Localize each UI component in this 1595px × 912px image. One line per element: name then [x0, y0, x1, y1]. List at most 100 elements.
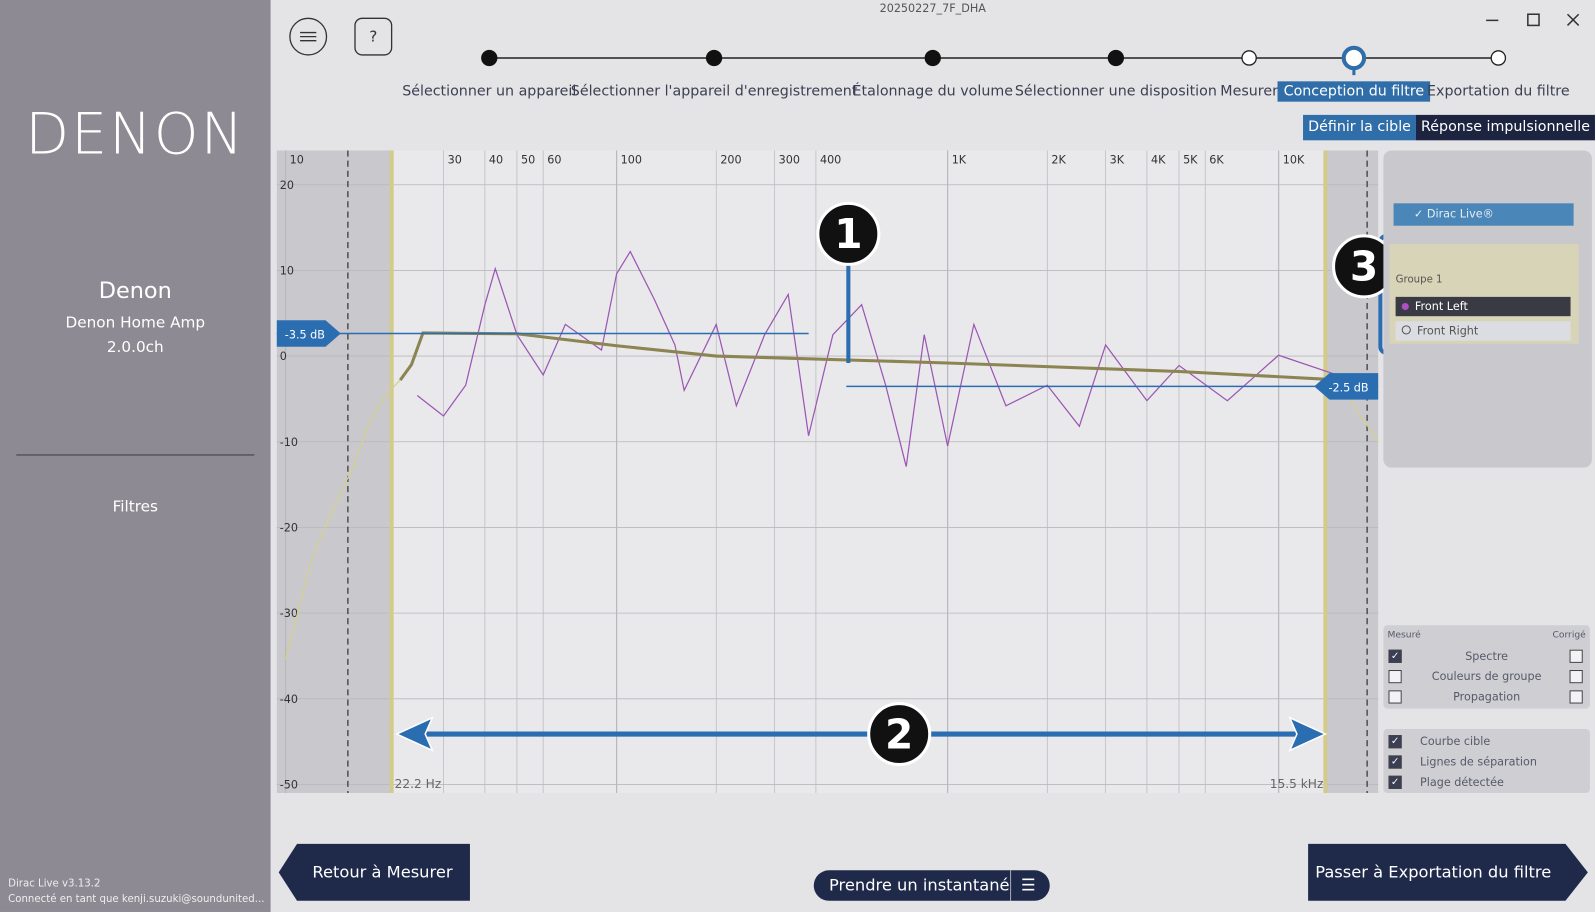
x-tick-label: 6K	[1209, 154, 1224, 167]
menu-button[interactable]	[289, 17, 328, 56]
snapshot-list-icon[interactable]: ☰	[1009, 870, 1036, 901]
channel-row[interactable]: Front Left	[1395, 296, 1571, 317]
x-tick-label: 30	[448, 154, 462, 167]
snapshot-label: Prendre un instantané	[829, 875, 1010, 895]
option-label: Propagation	[1453, 690, 1521, 704]
gain-label: -2.5 dB	[1328, 381, 1368, 394]
help-button[interactable]	[354, 17, 393, 56]
x-tick-label: 5K	[1183, 154, 1198, 167]
step-dot[interactable]	[481, 49, 498, 67]
x-tick-label: 10K	[1283, 154, 1305, 167]
checkbox[interactable]: ✓	[1388, 775, 1402, 789]
channel-name: Front Right	[1416, 324, 1479, 338]
step-label[interactable]: Sélectionner un appareil	[402, 83, 577, 100]
channel-dot	[1401, 325, 1411, 335]
checkbox[interactable]	[1388, 690, 1402, 704]
group-name: Groupe 1	[1395, 274, 1443, 286]
y-tick-label: 10	[280, 264, 294, 277]
version: Dirac Live v3.13.2	[8, 878, 101, 890]
maximize[interactable]	[1527, 13, 1540, 27]
checkbox[interactable]	[1569, 670, 1583, 684]
y-tick-label: -10	[280, 436, 298, 449]
y-tick-label: -30	[280, 607, 298, 620]
x-tick-label: 3K	[1110, 154, 1125, 167]
y-tick-label: -50	[280, 779, 298, 792]
gain-handle[interactable]	[1314, 373, 1379, 400]
x-tick-label: 4K	[1151, 154, 1166, 167]
out-of-band	[276, 150, 392, 794]
account: Connecté en tant que kenji.suzuki@soundu…	[8, 893, 265, 905]
step-label[interactable]: Étalonnage du volume	[852, 83, 1013, 100]
section-label[interactable]: Filtres	[112, 497, 158, 516]
step-label[interactable]: Conception du filtre	[1277, 81, 1431, 102]
checkbox[interactable]	[1388, 670, 1402, 684]
device-model: Denon Home Amp	[65, 313, 206, 332]
window-controls	[1486, 13, 1580, 27]
x-tick-label: 50	[521, 154, 535, 167]
close[interactable]	[1566, 13, 1580, 26]
next-button-shape[interactable]	[1306, 842, 1591, 903]
channel-name: Front Left	[1414, 299, 1468, 314]
y-tick-label: -40	[280, 693, 298, 706]
step-dot[interactable]	[1490, 50, 1507, 66]
series-line	[416, 250, 1338, 467]
x-tick-label: 300	[779, 154, 800, 167]
option-label: Plage détectée	[1420, 775, 1504, 789]
chart: 10 30 40 50 60 100 200 300 400 1K 2K 3K 4K 5K 6K 10K201…	[276, 150, 1379, 794]
x-tick-label: 40	[489, 154, 503, 167]
measured-header: Mesuré	[1387, 630, 1421, 641]
series-line	[399, 331, 1342, 382]
help-icon: ?	[369, 28, 377, 46]
option-label: Lignes de séparation	[1420, 755, 1537, 769]
x-tick-label: 200	[720, 154, 741, 167]
x-tick-label: 2K	[1051, 154, 1066, 167]
out-of-band	[1325, 150, 1379, 794]
step-label[interactable]: Exportation du filtre	[1427, 83, 1570, 100]
snapshot-button[interactable]: Prendre un instantané ☰	[813, 870, 1050, 901]
checkbox[interactable]: ✓	[1388, 649, 1402, 663]
display-options: Mesuré Corrigé ✓ Spectre Couleurs de group…	[1383, 625, 1590, 709]
y-tick-label: 0	[280, 350, 287, 363]
option-label: Couleurs de groupe	[1431, 670, 1542, 684]
step-dot[interactable]	[705, 49, 723, 67]
step-label[interactable]: Sélectionner une disposition	[1014, 83, 1217, 100]
x-tick-label: 60	[547, 154, 561, 167]
tab[interactable]: Réponse impulsionnelle	[1415, 114, 1595, 141]
overlay-options: ✓ Courbe cible ✓ Lignes de séparation ✓ Plage…	[1383, 728, 1590, 794]
checkbox[interactable]: ✓	[1388, 735, 1402, 749]
filter-item[interactable]: ✓ Dirac Live®	[1393, 203, 1574, 226]
y-tick-label: -20	[280, 522, 298, 535]
stepper	[481, 45, 1507, 76]
step-label[interactable]: Sélectionner l'appareil d'enregistrement	[570, 83, 858, 100]
brand-logo: DENON	[25, 101, 246, 168]
channel-row[interactable]: Front Right	[1395, 321, 1571, 341]
divider	[16, 454, 255, 456]
sidebar: DENON Denon Denon Home Amp 2.0.0ch Filtr…	[0, 0, 271, 912]
step-label[interactable]: Mesurer	[1220, 83, 1278, 100]
device-name: Denon	[98, 278, 172, 304]
x-tick-label: 1K	[952, 154, 967, 167]
step-dot[interactable]	[1341, 45, 1367, 71]
tab[interactable]: Définir la cible	[1303, 114, 1417, 141]
step-dot[interactable]	[924, 49, 941, 67]
corrected-header: Corrigé	[1552, 630, 1586, 641]
menu-icon	[300, 31, 317, 42]
back-button-shape[interactable]	[277, 842, 472, 903]
next-button[interactable]: Passer à Exportation du filtre	[1315, 862, 1552, 882]
step-dot[interactable]	[1241, 50, 1257, 66]
channel-dot	[1401, 302, 1409, 311]
y-tick-label: 20	[280, 179, 294, 192]
gain-handle[interactable]	[276, 320, 341, 347]
toolbar: ?	[289, 17, 393, 56]
checkbox[interactable]	[1569, 690, 1583, 704]
x-tick-label: 100	[621, 154, 642, 167]
checkbox[interactable]	[1569, 649, 1583, 663]
cutoff-label: 15.5 kHz	[1270, 777, 1324, 791]
step-dot[interactable]	[1107, 49, 1125, 67]
checkbox[interactable]: ✓	[1388, 755, 1402, 769]
option-label: Spectre	[1465, 649, 1509, 663]
x-tick-label: 400	[820, 154, 841, 167]
x-tick-label: 10	[290, 154, 304, 167]
back-button[interactable]: Retour à Mesurer	[312, 862, 453, 882]
